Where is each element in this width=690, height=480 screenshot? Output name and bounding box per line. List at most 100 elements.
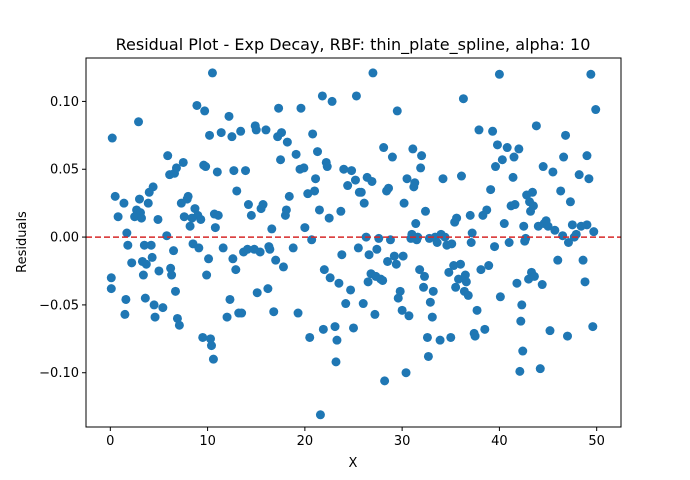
scatter-point <box>378 275 388 285</box>
scatter-point <box>198 332 208 342</box>
scatter-point <box>200 106 210 116</box>
scatter-point <box>146 240 156 250</box>
scatter-point <box>514 144 524 154</box>
scatter-point <box>337 250 347 260</box>
scatter-point <box>486 185 496 195</box>
scatter-point <box>167 270 177 280</box>
scatter-point <box>143 198 153 208</box>
scatter-point <box>558 231 568 241</box>
scatter-point <box>419 282 429 292</box>
scatter-point <box>206 341 216 351</box>
scatter-point <box>138 270 148 280</box>
scatter-point <box>218 243 228 253</box>
scatter-point <box>480 324 490 334</box>
scatter-point <box>488 126 498 136</box>
scatter-point <box>196 214 206 224</box>
scatter-point <box>589 227 599 237</box>
scatter-point <box>389 251 399 261</box>
scatter-point <box>548 167 558 177</box>
y-tick-label: 0.00 <box>50 231 79 246</box>
scatter-point <box>194 243 204 253</box>
scatter-point <box>509 152 519 162</box>
scatter-point <box>545 326 555 336</box>
plot-frame <box>85 57 622 428</box>
scatter-point <box>422 332 432 342</box>
scatter-point <box>208 354 218 364</box>
scatter-point <box>332 335 342 345</box>
x-tick-label: 40 <box>491 434 508 449</box>
scatter-point <box>255 247 265 257</box>
scatter-point <box>231 265 241 275</box>
scatter-point <box>271 255 281 265</box>
scatter-point <box>465 210 475 220</box>
scatter-point <box>420 271 430 281</box>
scatter-point <box>246 210 256 220</box>
scatter-point <box>276 155 286 165</box>
scatter-point <box>553 255 563 265</box>
scatter-point <box>495 292 505 302</box>
scatter-point <box>349 323 358 333</box>
scatter-point <box>582 151 592 161</box>
scatter-point <box>519 221 529 231</box>
scatter-point <box>296 103 306 113</box>
scatter-point <box>305 332 315 342</box>
scatter-point <box>584 174 594 184</box>
scatter-point <box>171 163 181 173</box>
scatter-point <box>122 228 132 238</box>
x-axis-label: X <box>349 456 358 471</box>
scatter-point <box>404 311 414 321</box>
scatter-point <box>398 251 408 261</box>
scatter-point <box>413 232 423 242</box>
scatter-point <box>106 284 116 294</box>
scatter-point <box>339 164 349 174</box>
scatter-point <box>416 163 426 173</box>
scatter-point <box>353 243 363 253</box>
scatter-point <box>460 270 470 280</box>
scatter-point <box>139 240 149 250</box>
scatter-point <box>393 293 403 303</box>
scatter-point <box>374 233 384 243</box>
scatter-point <box>190 204 200 214</box>
scatter-point <box>588 322 598 332</box>
scatter-point <box>227 132 237 142</box>
x-tick-label: 30 <box>394 434 411 449</box>
scatter-point <box>123 240 133 250</box>
scatter-point <box>531 121 541 131</box>
scatter-point <box>367 176 377 186</box>
scatter-point <box>510 200 520 210</box>
scatter-point <box>172 313 182 323</box>
scatter-point <box>401 368 411 378</box>
scatter-point <box>179 212 189 222</box>
scatter-point <box>499 219 509 229</box>
scatter-point <box>258 200 268 210</box>
scatter-point <box>580 277 590 287</box>
y-axis-label: Residuals <box>15 211 30 273</box>
points-layer <box>106 68 601 420</box>
scatter-point <box>324 213 334 223</box>
scatter-point <box>277 128 287 138</box>
scatter-point <box>267 224 277 234</box>
scatter-point <box>535 364 545 374</box>
y-tick-label: 0.05 <box>50 163 79 178</box>
scatter-point <box>467 228 477 238</box>
scatter-point <box>284 191 294 201</box>
scatter-point <box>372 244 382 254</box>
scatter-point <box>251 125 261 135</box>
scatter-point <box>556 186 566 196</box>
scatter-point <box>303 189 313 199</box>
scatter-point <box>252 288 262 298</box>
scatter-point <box>185 221 195 231</box>
scatter-point <box>491 162 501 172</box>
scatter-point <box>517 300 527 310</box>
scatter-point <box>183 191 193 201</box>
scatter-point <box>327 96 337 106</box>
scatter-point <box>447 239 457 249</box>
scatter-point <box>508 172 518 182</box>
scatter-point <box>325 273 335 283</box>
scatter-point <box>470 331 480 341</box>
scatter-point <box>242 244 252 254</box>
scatter-point <box>350 175 360 185</box>
scatter-point <box>380 376 390 386</box>
scatter-point <box>162 231 172 241</box>
scatter-point <box>205 130 215 140</box>
